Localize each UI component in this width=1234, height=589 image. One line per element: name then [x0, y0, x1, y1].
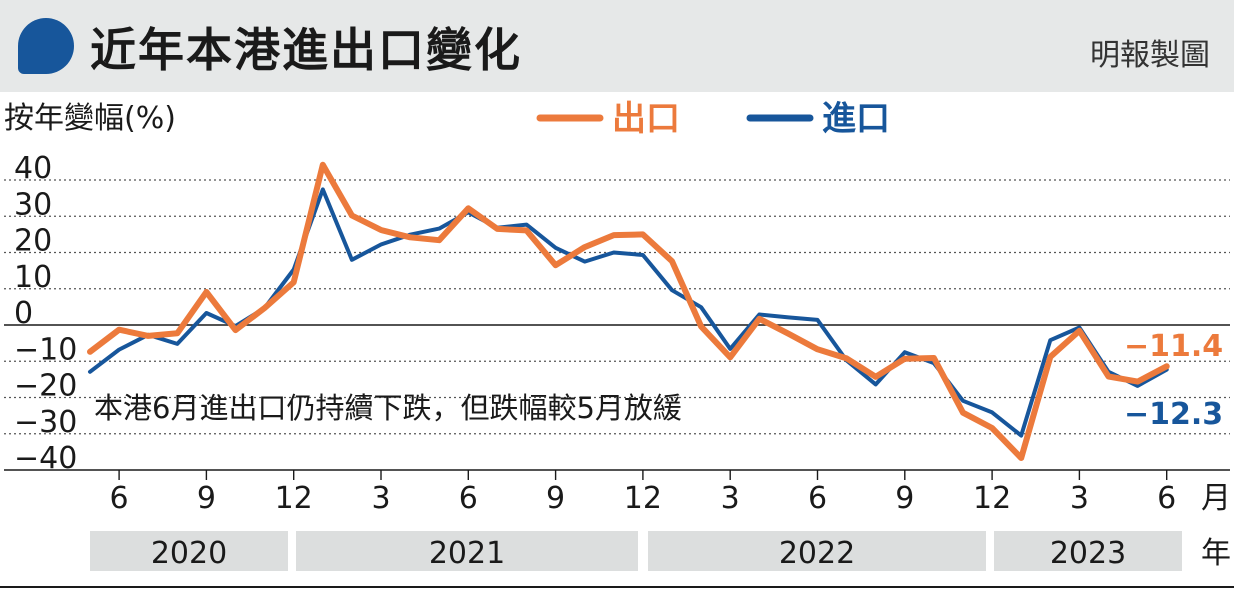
- header-band: [0, 0, 1234, 92]
- annotation-text: 本港6月進出口仍持續下跌，但跌幅較5月放緩: [94, 391, 682, 425]
- y-tick-label: −20: [14, 369, 77, 404]
- legend-label-imports: 進口: [822, 99, 890, 139]
- y-tick-label: −30: [14, 405, 77, 440]
- x-tick-labels: 6 9 12 3 6 9 12 3 6 9 12 3 6 月: [110, 470, 1231, 516]
- year-label: 2022: [779, 536, 855, 571]
- year-label: 2023: [1050, 536, 1126, 571]
- year-unit-label: 年: [1201, 536, 1231, 571]
- x-tick-label: 12: [624, 481, 662, 516]
- x-tick-label: 3: [1070, 481, 1089, 516]
- chart-title: 近年本港進出口變化: [90, 23, 522, 77]
- year-bands: 2020 2021 2022 2023 年: [0, 531, 1234, 588]
- x-tick-label: 12: [973, 481, 1011, 516]
- title-bullet-icon: [18, 18, 74, 74]
- y-tick-label: 40: [14, 151, 52, 186]
- gridlines: [4, 179, 1230, 471]
- year-band: [90, 531, 288, 571]
- y-tick-label: −10: [14, 332, 77, 367]
- legend-label-exports: 出口: [612, 99, 680, 139]
- series-lines: [87, 161, 1170, 461]
- year-band: [994, 531, 1182, 571]
- x-tick-label: 6: [110, 481, 129, 516]
- year-label: 2021: [429, 536, 505, 571]
- y-axis-label: 按年變幅(%): [4, 101, 176, 136]
- x-tick-label: 6: [459, 481, 478, 516]
- year-band: [296, 531, 638, 571]
- y-tick-label: 30: [14, 187, 52, 222]
- legend: 出口 進口: [536, 99, 890, 139]
- x-tick-label: 12: [275, 481, 313, 516]
- x-tick-label: 6: [1157, 481, 1176, 516]
- credit-label: 明報製圖: [1090, 38, 1210, 73]
- y-tick-label: 0: [14, 296, 33, 331]
- x-tick-label: 9: [197, 481, 216, 516]
- y-tick-label: 20: [14, 224, 52, 259]
- series-line-exports: [87, 161, 1170, 461]
- y-tick-label: 10: [14, 260, 52, 295]
- x-tick-label: 6: [808, 481, 827, 516]
- x-tick-label: 9: [546, 481, 565, 516]
- x-tick-label: 3: [721, 481, 740, 516]
- x-tick-label: 9: [895, 481, 914, 516]
- year-band: [648, 531, 986, 571]
- x-tick-label: 3: [371, 481, 390, 516]
- end-label-exports: −11.4: [1124, 329, 1223, 364]
- y-tick-label: −40: [14, 441, 77, 476]
- end-label-imports: −12.3: [1124, 397, 1223, 432]
- year-label: 2020: [151, 536, 227, 571]
- x-unit-label: 月: [1201, 481, 1231, 516]
